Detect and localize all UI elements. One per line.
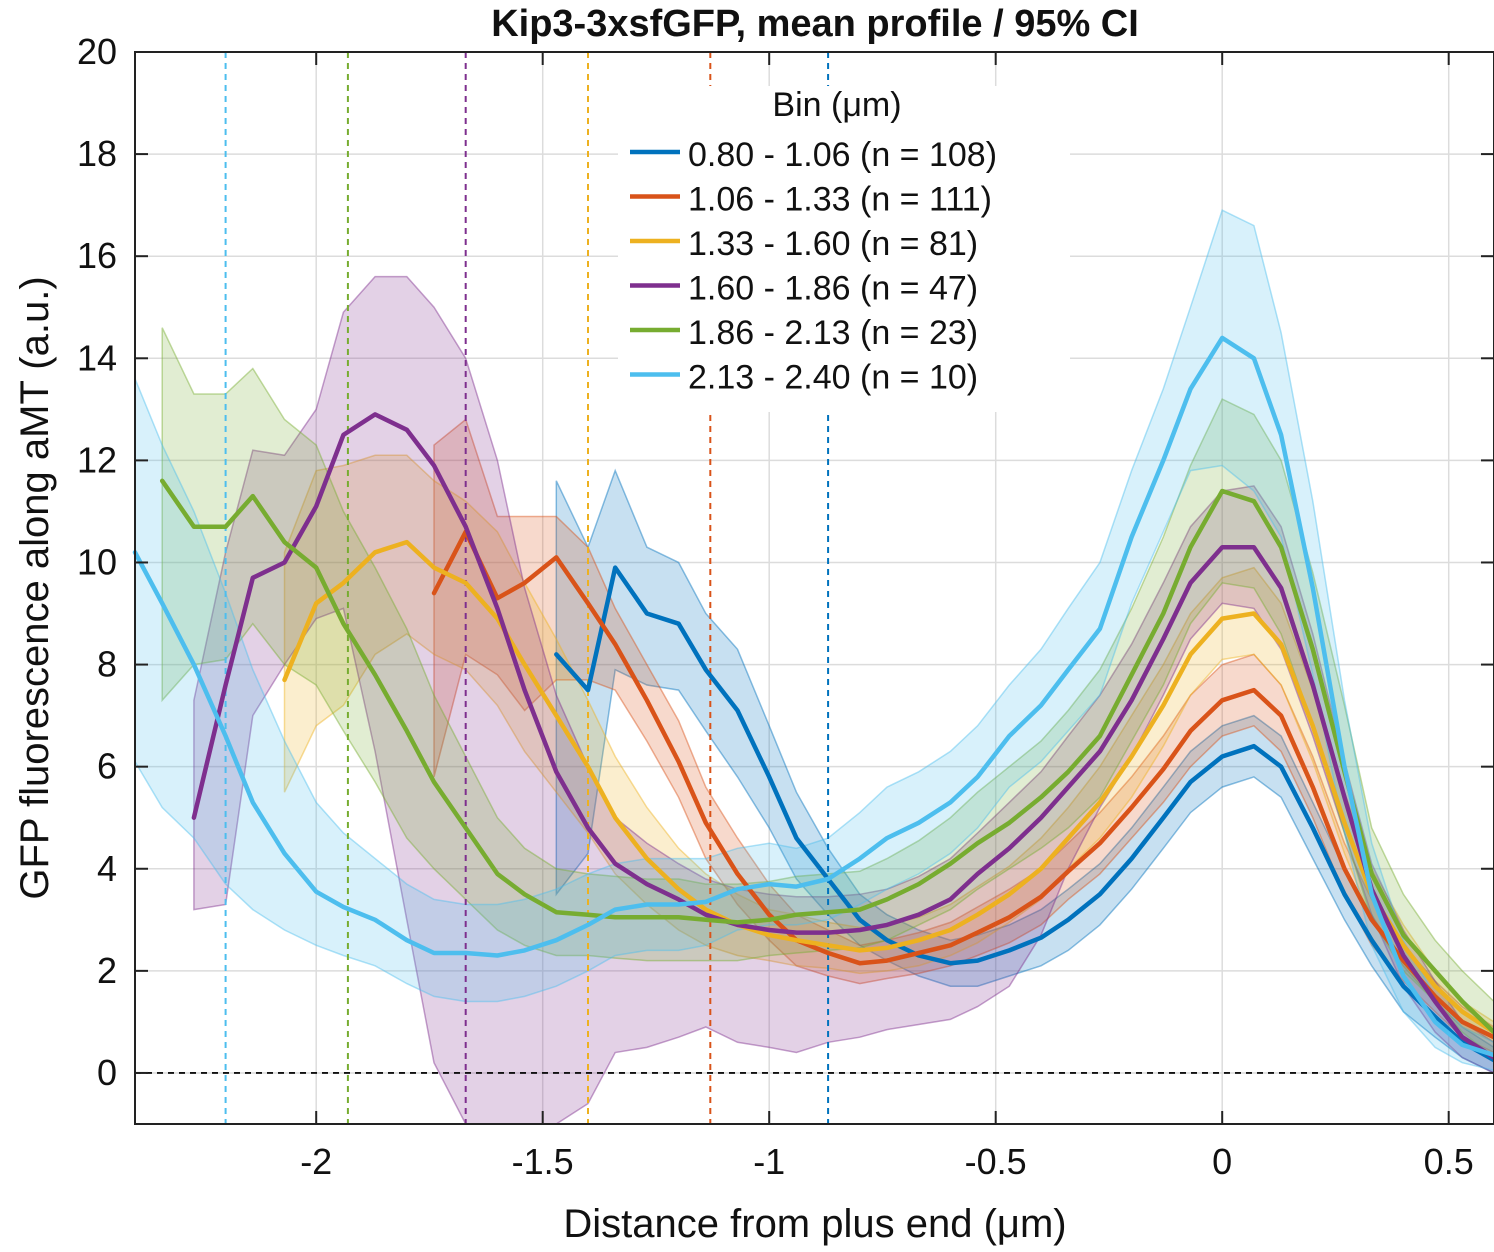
legend-label-5: 2.13 - 2.40 (n = 10) bbox=[688, 359, 978, 397]
legend: Bin (μm) 0.80 - 1.06 (n = 108) 1.06 - 1.3… bbox=[618, 86, 1070, 412]
legend-label-0: 0.80 - 1.06 (n = 108) bbox=[688, 136, 997, 174]
x-tick-label-3: -0.5 bbox=[965, 1141, 1027, 1182]
y-tick-label-1: 2 bbox=[97, 950, 117, 991]
x-tick-label-5: 0.5 bbox=[1424, 1141, 1474, 1182]
y-axis-label: GFP fluorescence along aMT (a.u.) bbox=[13, 276, 57, 899]
y-tick-label-7: 14 bbox=[77, 337, 117, 378]
y-tick-label-0: 0 bbox=[97, 1052, 117, 1093]
x-tick-label-0: -2 bbox=[300, 1141, 332, 1182]
y-tick-label-4: 8 bbox=[97, 644, 117, 685]
x-tick-label-1: -1.5 bbox=[512, 1141, 574, 1182]
legend-label-4: 1.86 - 2.13 (n = 23) bbox=[688, 314, 978, 352]
chart-title: Kip3-3xsfGFP, mean profile / 95% CI bbox=[491, 3, 1139, 45]
x-tick-label-2: -1 bbox=[753, 1141, 785, 1182]
y-tick-label-6: 12 bbox=[77, 439, 117, 480]
x-axis-label: Distance from plus end (μm) bbox=[563, 1202, 1066, 1246]
y-tick-label-3: 6 bbox=[97, 746, 117, 787]
y-tick-label-10: 20 bbox=[77, 31, 117, 72]
x-tick-label-4: 0 bbox=[1212, 1141, 1232, 1182]
y-tick-label-8: 16 bbox=[77, 235, 117, 276]
y-tick-label-9: 18 bbox=[77, 133, 117, 174]
legend-label-3: 1.60 - 1.86 (n = 47) bbox=[688, 270, 978, 308]
y-tick-label-5: 10 bbox=[77, 541, 117, 582]
y-tick-label-2: 4 bbox=[97, 848, 117, 889]
legend-title: Bin (μm) bbox=[772, 86, 901, 124]
legend-label-2: 1.33 - 1.60 (n = 81) bbox=[688, 225, 978, 263]
legend-label-1: 1.06 - 1.33 (n = 111) bbox=[688, 181, 992, 219]
